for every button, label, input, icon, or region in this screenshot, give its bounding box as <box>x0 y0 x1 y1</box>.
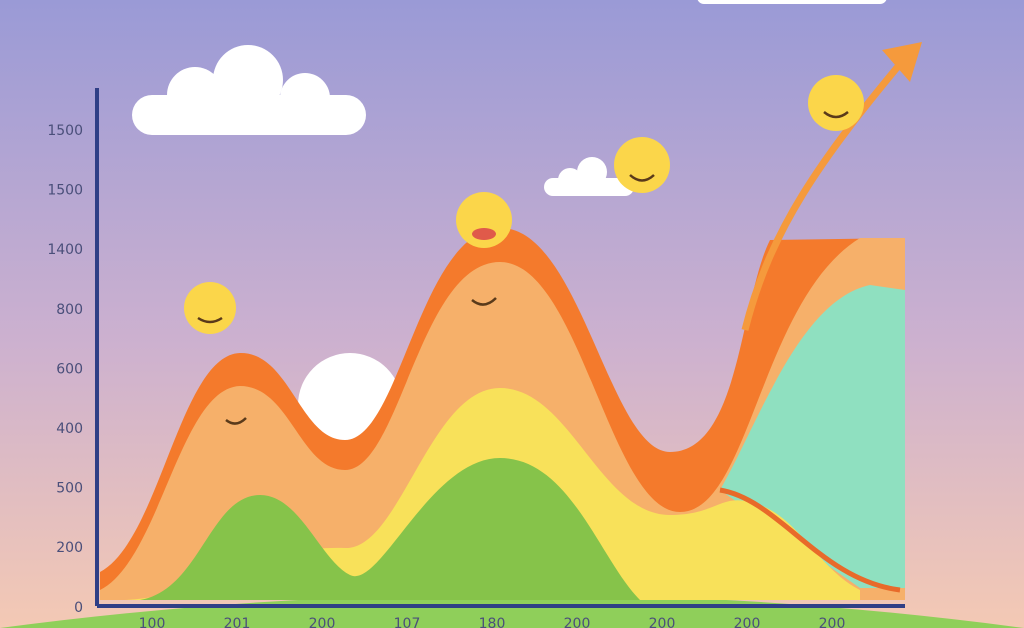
cloud <box>544 157 634 196</box>
x-axis-label: 200 <box>734 616 761 628</box>
y-axis-label: 200 <box>56 540 83 556</box>
x-axis-label: 180 <box>479 616 506 628</box>
x-axis-label: 200 <box>649 616 676 628</box>
arrow-head <box>882 42 922 82</box>
y-axis-label: 1500 <box>47 123 83 139</box>
trend-line <box>719 487 901 593</box>
top-pill <box>697 0 887 4</box>
y-axis-label: 800 <box>56 302 83 318</box>
emoji <box>184 75 864 425</box>
x-axis-label: 200 <box>309 616 336 628</box>
x-axis-label: 200 <box>564 616 591 628</box>
ground <box>0 594 1024 628</box>
y-axis-label: 400 <box>56 421 83 437</box>
x-axis-label: 200 <box>819 616 846 628</box>
y-axis-label: 600 <box>56 361 83 377</box>
x-axis-label: 201 <box>224 616 251 628</box>
x-axis-label: 100 <box>139 616 166 628</box>
cloud <box>132 45 366 135</box>
arrow-line <box>741 55 908 331</box>
y-axis-label: 1400 <box>47 242 83 258</box>
y-axis-label: 0 <box>74 600 83 616</box>
x-axis-label: 107 <box>394 616 421 628</box>
y-axis-label: 1500 <box>47 183 83 199</box>
green-area <box>140 458 640 600</box>
y-axis-label: 500 <box>56 481 83 497</box>
